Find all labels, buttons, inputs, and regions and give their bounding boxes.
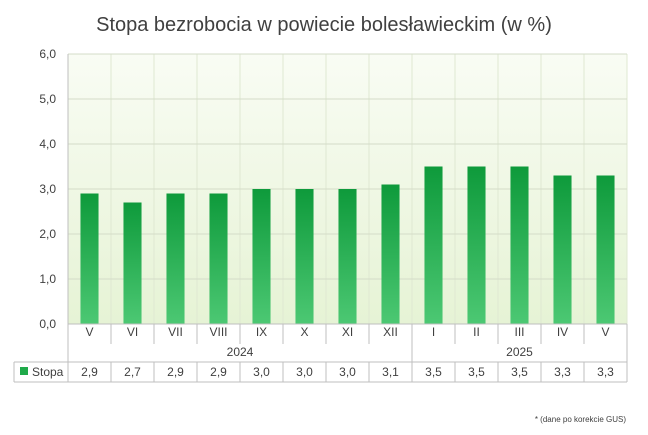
x-tick-label: V [601,325,609,339]
footnote: * (dane po korekcie GUS) [534,415,626,424]
bar [596,175,615,324]
x-tick-label: X [300,325,308,339]
bar [209,193,228,324]
chart-title: Stopa bezrobocia w powiecie bolesławieck… [96,14,552,36]
data-label: 3,5 [511,365,528,379]
y-tick-label: 3,0 [39,182,56,196]
legend-swatch [20,367,28,375]
bar [80,193,99,324]
bar [381,184,400,324]
x-tick-label: III [514,325,524,339]
legend-label: Stopa [32,365,64,379]
data-label: 2,7 [124,365,141,379]
bar [166,193,185,324]
x-tick-label: VII [168,325,183,339]
data-label: 3,0 [339,365,356,379]
data-label: 3,0 [296,365,313,379]
y-tick-label: 1,0 [39,272,56,286]
data-label: 2,9 [167,365,184,379]
y-tick-label: 6,0 [39,47,56,61]
y-tick-label: 2,0 [39,227,56,241]
data-label: 3,5 [425,365,442,379]
x-tick-label: VIII [209,325,227,339]
x-tick-label: XII [383,325,398,339]
x-tick-label: VI [127,325,138,339]
data-label: 3,1 [382,365,399,379]
x-tick-label: V [85,325,93,339]
bar [123,202,142,324]
x-tick-label: XI [342,325,353,339]
data-label: 3,3 [597,365,614,379]
bar [467,166,486,324]
x-tick-label: IX [256,325,267,339]
bar [338,189,357,324]
bar [510,166,529,324]
year-label: 2024 [227,345,254,359]
x-tick-label: IV [557,325,568,339]
data-label: 3,0 [253,365,270,379]
bar [295,189,314,324]
y-tick-label: 0,0 [39,317,56,331]
data-label: 2,9 [81,365,98,379]
x-tick-label: II [473,325,480,339]
year-label: 2025 [506,345,533,359]
data-label: 3,5 [468,365,485,379]
bar [424,166,443,324]
bar [252,189,271,324]
y-tick-label: 4,0 [39,137,56,151]
y-tick-label: 5,0 [39,92,56,106]
data-label: 3,3 [554,365,571,379]
x-tick-label: I [432,325,435,339]
bar [553,175,572,324]
data-label: 2,9 [210,365,227,379]
